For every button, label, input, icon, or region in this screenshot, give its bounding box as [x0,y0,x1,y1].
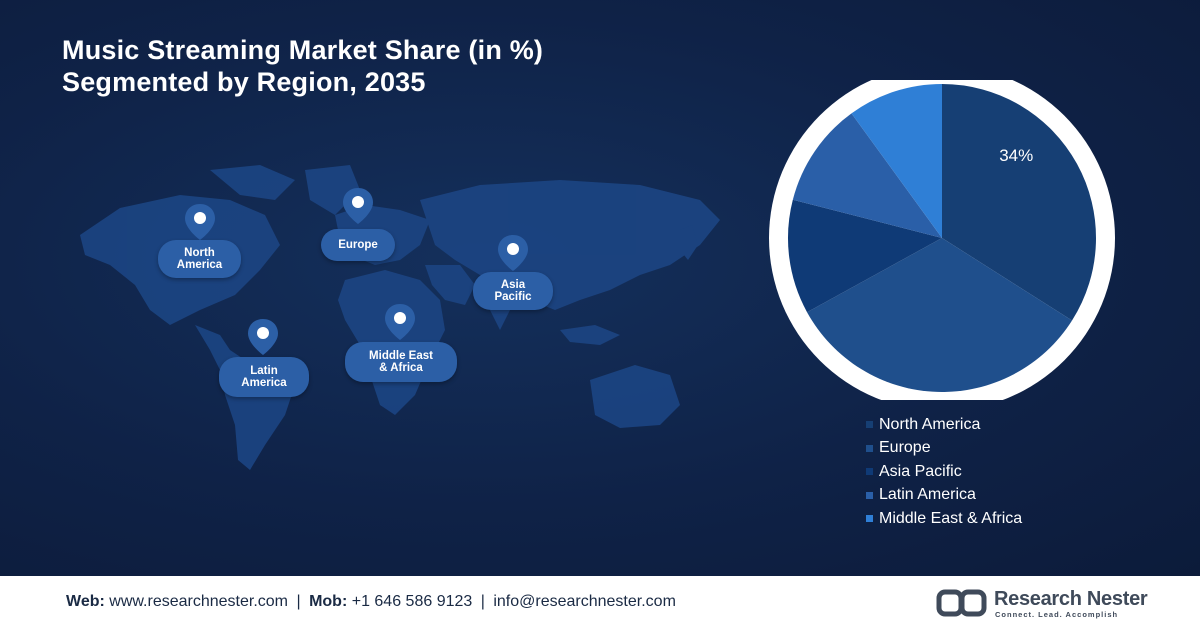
chart-title: Music Streaming Market Share (in %) Segm… [62,34,543,98]
pie-data-label: 34% [999,146,1033,165]
chart-legend: North America Europe Asia Pacific Latin Ame… [866,413,1022,531]
pie-slice-asia-pacific [788,199,942,313]
legend-swatch [866,491,873,499]
pie-slice-latin-america [792,113,942,238]
region-label-asia-pacific: Asia Pacific [473,272,553,310]
legend-item: Europe [866,437,1022,461]
legend-item: North America [866,413,1022,437]
north-america-pin-icon [185,204,215,240]
legend-label: Asia Pacific [879,462,962,480]
separator: | [480,593,485,610]
infographic-panel: Music Streaming Market Share (in %) Segm… [0,0,1200,576]
legend-item: Asia Pacific [866,460,1022,484]
legend-swatch [866,515,873,523]
contact-info: Web: www.researchnester.com | Mob: +1 64… [66,593,676,611]
legend-label: Latin America [879,486,976,504]
pie-slice-middle-east-africa [851,84,942,238]
legend-swatch [866,468,873,476]
footer-bar: Web: www.researchnester.com | Mob: +1 64… [0,576,1200,628]
latin-america-pin-icon [248,319,278,355]
web-label: Web: [66,593,105,610]
legend-label: Europe [879,439,931,457]
region-label-latin-america: Latin America [219,357,309,397]
pie-slice-north-america [942,84,1096,321]
legend-item: Middle East & Africa [866,507,1022,531]
region-label-middle-east-africa: Middle East & Africa [345,342,457,382]
legend-swatch [866,421,873,429]
europe-pin-icon [343,188,373,224]
legend-swatch [866,444,873,452]
region-label-europe: Europe [321,229,395,261]
email-link[interactable]: info@researchnester.com [493,593,676,610]
research-nester-logo[interactable]: Research Nester Connect. Lead. Accomplis… [936,586,1148,620]
title-line-1: Music Streaming Market Share (in %) [62,35,544,65]
phone-number[interactable]: +1 646 586 9123 [351,593,473,610]
region-label-north-america: North America [158,240,241,278]
logo-name: Research Nester [994,588,1148,610]
title-line-2: Segmented by Region, 2035 [62,67,426,97]
pie-chart: 34% [769,80,1115,400]
legend-label: Middle East & Africa [879,509,1023,527]
legend-item: Latin America [866,484,1022,508]
logo-mark-icon [936,589,987,617]
mob-label: Mob: [309,593,348,610]
separator: | [296,593,301,610]
asia-pacific-pin-icon [498,235,528,271]
legend-label: North America [879,415,981,433]
pie-slice-europe [807,238,1073,392]
web-link[interactable]: www.researchnester.com [109,593,288,610]
logo-tagline: Connect. Lead. Accomplish [995,610,1119,619]
middle-east-africa-pin-icon [385,304,415,340]
